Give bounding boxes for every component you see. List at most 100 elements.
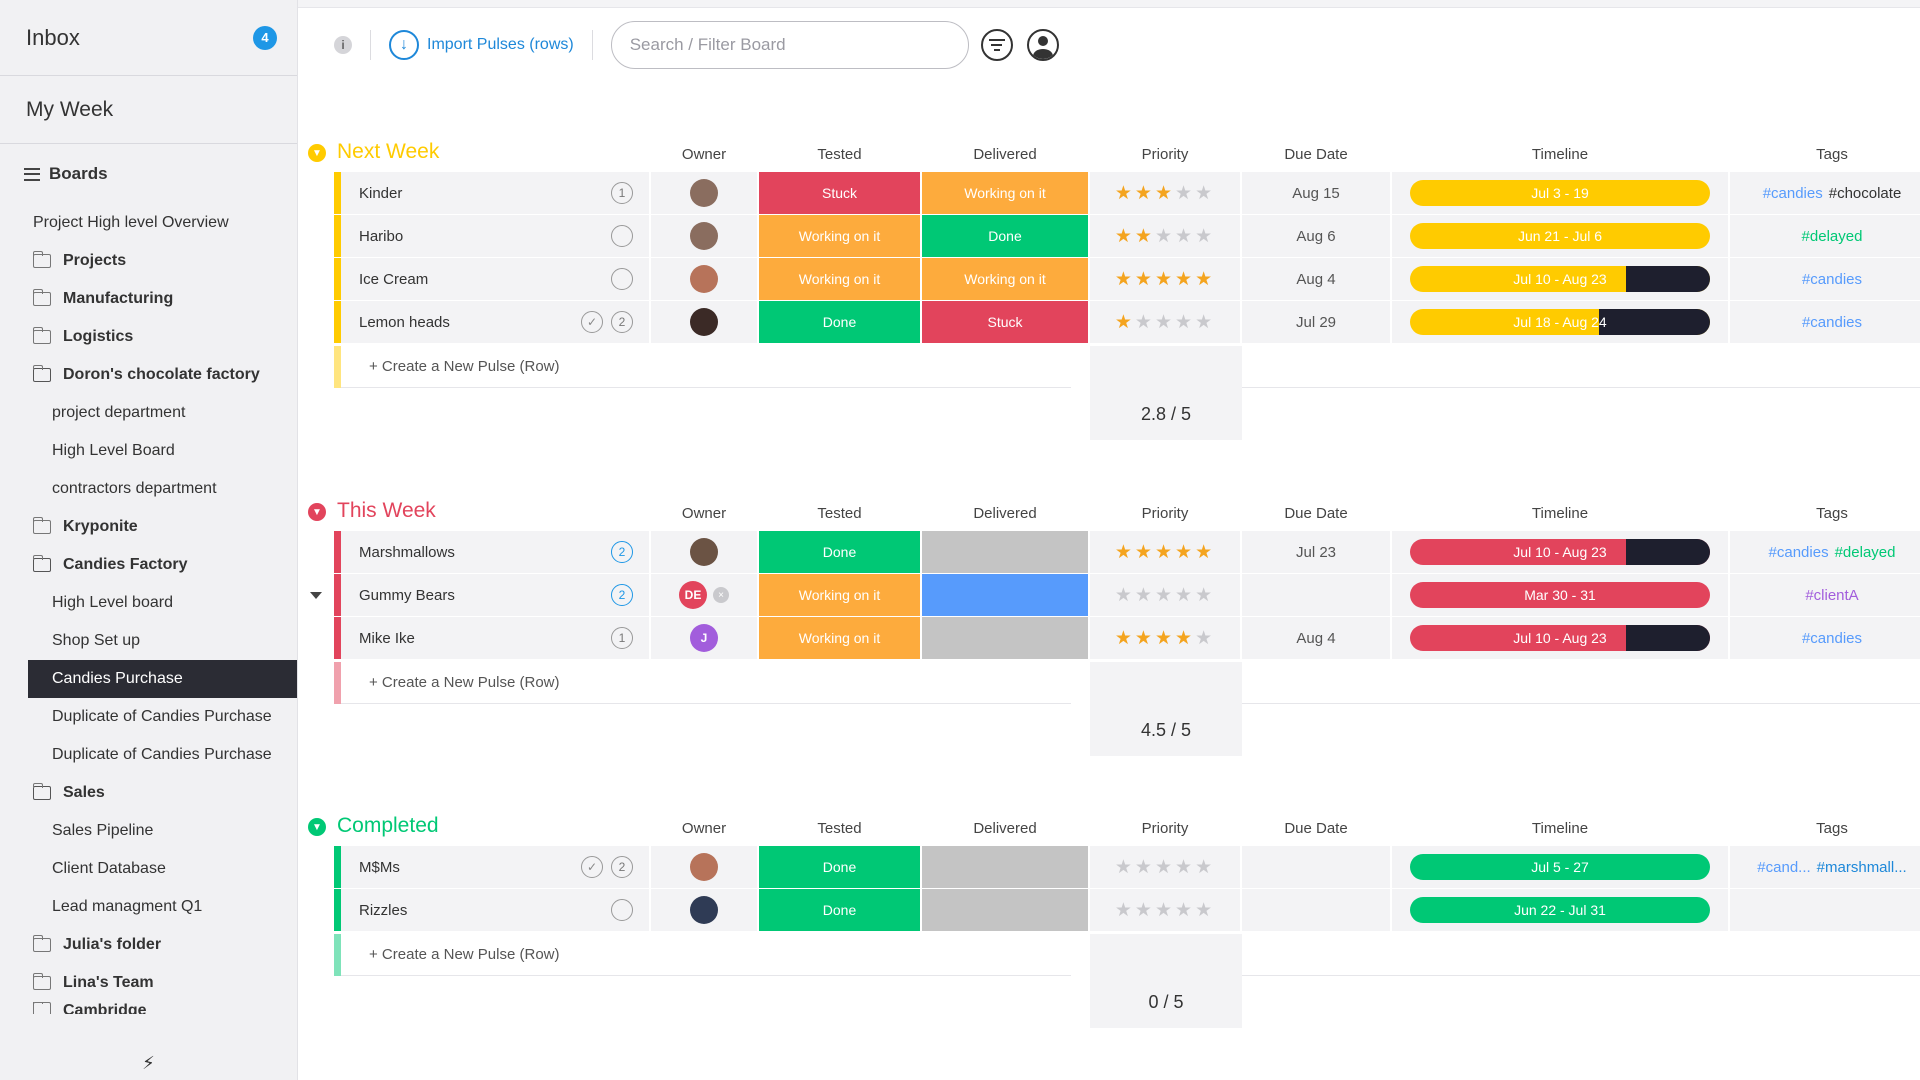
tested-status-cell[interactable]: Working on it [759, 617, 920, 659]
tag[interactable]: #delayed [1834, 543, 1896, 561]
table-row[interactable]: Lemon heads 2 ✓ Done Stuck ★★★★★ Jul 29 Jul 18 … [334, 301, 1920, 344]
import-pulses-button[interactable]: ↓ Import Pulses (rows) [389, 30, 574, 60]
priority-rating-cell[interactable]: ★★★★★ [1090, 889, 1240, 931]
star-icon[interactable]: ★ [1134, 541, 1155, 563]
star-icon[interactable]: ★ [1175, 225, 1196, 247]
avatar[interactable]: J [690, 624, 718, 652]
tested-status-cell[interactable]: Done [759, 301, 920, 343]
tags-cell[interactable]: #clientA [1730, 574, 1920, 616]
delivered-status-cell[interactable] [922, 889, 1088, 931]
column-header-delivered[interactable]: Delivered [973, 505, 1037, 522]
star-icon[interactable]: ★ [1154, 182, 1176, 204]
tag[interactable]: #candies [1801, 629, 1863, 647]
avatar[interactable] [690, 896, 718, 924]
sidebar-item[interactable]: Manufacturing [0, 280, 297, 318]
priority-rating-cell[interactable]: ★★★★★ [1090, 258, 1240, 300]
pulse-name[interactable]: Marshmallows [359, 543, 455, 561]
tags-cell[interactable]: #candies #delayed [1730, 531, 1920, 573]
star-icon[interactable]: ★ [1175, 584, 1196, 606]
column-header-owner[interactable]: Owner [681, 505, 727, 522]
star-icon[interactable]: ★ [1154, 627, 1176, 649]
delivered-status-cell[interactable]: Done [922, 215, 1088, 257]
star-icon[interactable]: ★ [1175, 311, 1196, 333]
pulse-name-cell[interactable]: Lemon heads 2 ✓ [341, 301, 649, 343]
tag[interactable]: #candies [1768, 543, 1829, 561]
star-icon[interactable]: ★ [1114, 268, 1135, 290]
delivered-status-cell[interactable] [922, 574, 1088, 616]
delivered-status-cell[interactable]: Working on it [922, 172, 1088, 214]
updates-count-icon[interactable] [611, 225, 633, 247]
priority-rating-cell[interactable]: ★★★★★ [1090, 574, 1240, 616]
create-pulse-button[interactable]: + Create a New Pulse (Row) [341, 934, 1071, 976]
star-icon[interactable]: ★ [1134, 182, 1155, 204]
timeline-cell[interactable]: Jul 5 - 27 [1392, 846, 1728, 888]
star-icon[interactable]: ★ [1154, 541, 1176, 563]
tag[interactable]: #delayed [1801, 227, 1863, 245]
inbox-label[interactable]: Inbox [26, 24, 80, 50]
priority-rating-cell[interactable]: ★★★★★ [1090, 301, 1240, 343]
table-row[interactable]: Mike Ike 1 J Working on it ★★★★★ Aug 4 Jul 10 … [334, 617, 1920, 660]
updates-count-icon[interactable]: 1 [611, 182, 633, 204]
sidebar-item[interactable]: Sales [0, 774, 297, 812]
star-icon[interactable]: ★ [1154, 584, 1176, 606]
updates-count-icon[interactable]: 2 [611, 541, 633, 563]
sidebar-item[interactable]: High Level Board [0, 432, 297, 470]
timeline-bar[interactable]: Jul 10 - Aug 23 [1410, 539, 1710, 565]
sidebar-item[interactable]: Projects [0, 242, 297, 280]
sidebar-item[interactable]: High Level board [0, 584, 297, 622]
star-icon[interactable]: ★ [1154, 311, 1176, 333]
timeline-cell[interactable]: Jun 22 - Jul 31 [1392, 889, 1728, 931]
pulse-name[interactable]: Mike Ike [359, 629, 415, 647]
due-date-cell[interactable]: Jul 29 [1242, 301, 1390, 343]
group-collapse-chevron-icon[interactable]: ▼ [308, 144, 326, 162]
column-header-timeline[interactable]: Timeline [1531, 505, 1589, 522]
timeline-cell[interactable]: Jul 18 - Aug 24 [1392, 301, 1728, 343]
timeline-bar[interactable]: Jun 22 - Jul 31 [1410, 897, 1710, 923]
star-rating[interactable]: ★★★★★ [1115, 584, 1215, 607]
timeline-cell[interactable]: Jul 10 - Aug 23 [1392, 258, 1728, 300]
star-icon[interactable]: ★ [1175, 856, 1196, 878]
star-rating[interactable]: ★★★★★ [1115, 311, 1215, 334]
updates-count-icon[interactable] [611, 899, 633, 921]
star-icon[interactable]: ★ [1154, 856, 1176, 878]
sidebar-item[interactable]: Logistics [0, 318, 297, 356]
timeline-bar[interactable]: Jul 18 - Aug 24 [1410, 309, 1710, 335]
column-header-tags[interactable]: Tags [1816, 820, 1848, 837]
sidebar-item[interactable]: Cambridge [0, 1002, 297, 1014]
tested-status-cell[interactable]: Working on it [759, 258, 920, 300]
avatar[interactable] [690, 853, 718, 881]
pulse-name[interactable]: Haribo [359, 227, 404, 245]
tested-status-cell[interactable]: Done [759, 889, 920, 931]
tags-cell[interactable]: #candies [1730, 258, 1920, 300]
tags-cell[interactable]: #delayed [1730, 215, 1920, 257]
timeline-bar[interactable]: Jun 21 - Jul 6 [1410, 223, 1710, 249]
avatar[interactable] [690, 265, 718, 293]
timeline-bar[interactable]: Mar 30 - 31 [1410, 582, 1710, 608]
pulse-name[interactable]: Ice Cream [359, 270, 429, 288]
star-rating[interactable]: ★★★★★ [1115, 225, 1215, 248]
star-icon[interactable]: ★ [1114, 584, 1135, 606]
table-row[interactable]: Rizzles Done ★★★★★ Jun 22 - Jul 31 [334, 889, 1920, 932]
column-header-priority[interactable]: Priority [1141, 820, 1189, 837]
owner-cell[interactable] [651, 258, 757, 300]
column-header-delivered[interactable]: Delivered [973, 820, 1037, 837]
sidebar-item[interactable]: Duplicate of Candies Purchase [0, 736, 297, 774]
owner-cell[interactable] [651, 301, 757, 343]
sidebar-item[interactable]: Julia's folder [0, 926, 297, 964]
pulse-name-cell[interactable]: Mike Ike 1 [341, 617, 649, 659]
updates-count-icon[interactable]: 1 [611, 627, 633, 649]
pulse-name[interactable]: Rizzles [359, 901, 408, 919]
star-icon[interactable]: ★ [1154, 268, 1176, 290]
pulse-name-cell[interactable]: Marshmallows 2 [341, 531, 649, 573]
star-icon[interactable]: ★ [1175, 541, 1196, 563]
star-icon[interactable]: ★ [1195, 225, 1216, 247]
due-date-cell[interactable]: Aug 6 [1242, 215, 1390, 257]
person-filter-icon[interactable] [1026, 29, 1059, 61]
timeline-bar[interactable]: Jul 5 - 27 [1410, 854, 1710, 880]
tag[interactable]: #clientA [1805, 586, 1859, 604]
updates-count-icon[interactable]: 2 [611, 856, 633, 878]
owner-cell[interactable] [651, 531, 757, 573]
pulse-name[interactable]: Gummy Bears [359, 586, 455, 604]
tag[interactable]: #marshmall... [1816, 858, 1907, 876]
priority-rating-cell[interactable]: ★★★★★ [1090, 531, 1240, 573]
